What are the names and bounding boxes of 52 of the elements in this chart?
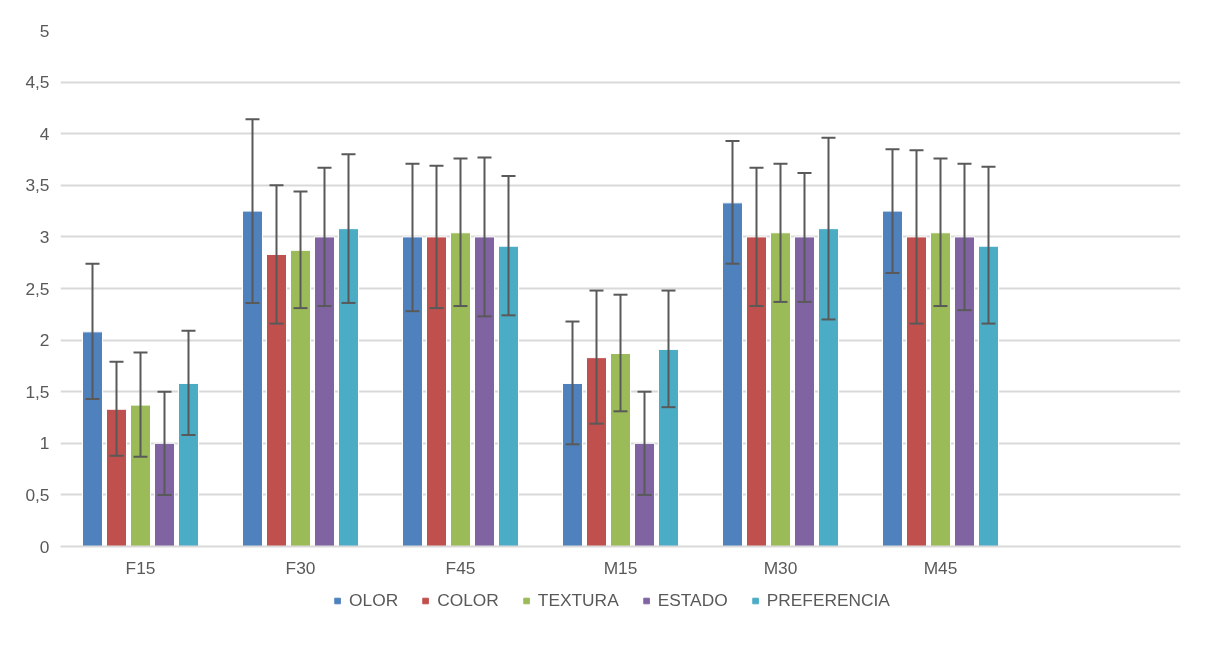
bar <box>882 210 903 547</box>
y-tick-label: 0 <box>39 536 50 557</box>
bar <box>178 382 199 547</box>
bar <box>402 236 423 547</box>
bar <box>266 253 287 547</box>
y-tick-label: 3,5 <box>25 175 50 196</box>
legend-label: ESTADO <box>657 589 728 611</box>
y-tick-label: 1 <box>39 433 50 454</box>
bar <box>82 331 103 547</box>
bar <box>722 202 743 547</box>
bar <box>978 245 999 547</box>
bar <box>586 357 607 547</box>
bar <box>242 210 263 547</box>
x-tick-label: F15 <box>125 557 156 578</box>
bar <box>130 404 151 547</box>
y-tick-label: 4,5 <box>25 72 50 93</box>
x-tick-label: F30 <box>285 557 316 578</box>
bar <box>746 236 767 547</box>
y-tick-label: 0,5 <box>25 484 50 505</box>
bar <box>930 232 951 547</box>
bar <box>562 382 583 547</box>
bar <box>906 236 927 547</box>
bar <box>106 408 127 547</box>
bar <box>634 442 655 547</box>
bar <box>794 236 815 547</box>
bar <box>426 236 447 547</box>
x-tick-label: F45 <box>445 557 476 578</box>
legend-label: TEXTURA <box>537 589 619 611</box>
x-tick-label: M15 <box>603 557 638 578</box>
x-tick-label: M45 <box>923 557 958 578</box>
bar <box>498 245 519 547</box>
bar <box>290 249 311 547</box>
y-tick-label: 3 <box>39 226 50 247</box>
legend-label: OLOR <box>349 589 399 611</box>
bar <box>610 353 631 547</box>
bar <box>954 236 975 547</box>
legend-label: COLOR <box>437 589 499 611</box>
bar <box>770 232 791 547</box>
bar <box>818 228 839 547</box>
y-tick-label: 4 <box>39 123 50 144</box>
y-tick-label: 5 <box>39 20 50 41</box>
bar <box>474 236 495 547</box>
x-tick-label: M30 <box>763 557 798 578</box>
y-tick-label: 2 <box>39 330 50 351</box>
legend-label: PREFERENCIA <box>766 589 890 611</box>
bar <box>314 236 335 547</box>
y-tick-label: 1,5 <box>25 381 50 402</box>
bar <box>338 228 359 547</box>
bar <box>154 442 175 547</box>
bar <box>658 348 679 547</box>
y-tick-label: 2,5 <box>25 278 50 299</box>
bar <box>450 232 471 547</box>
